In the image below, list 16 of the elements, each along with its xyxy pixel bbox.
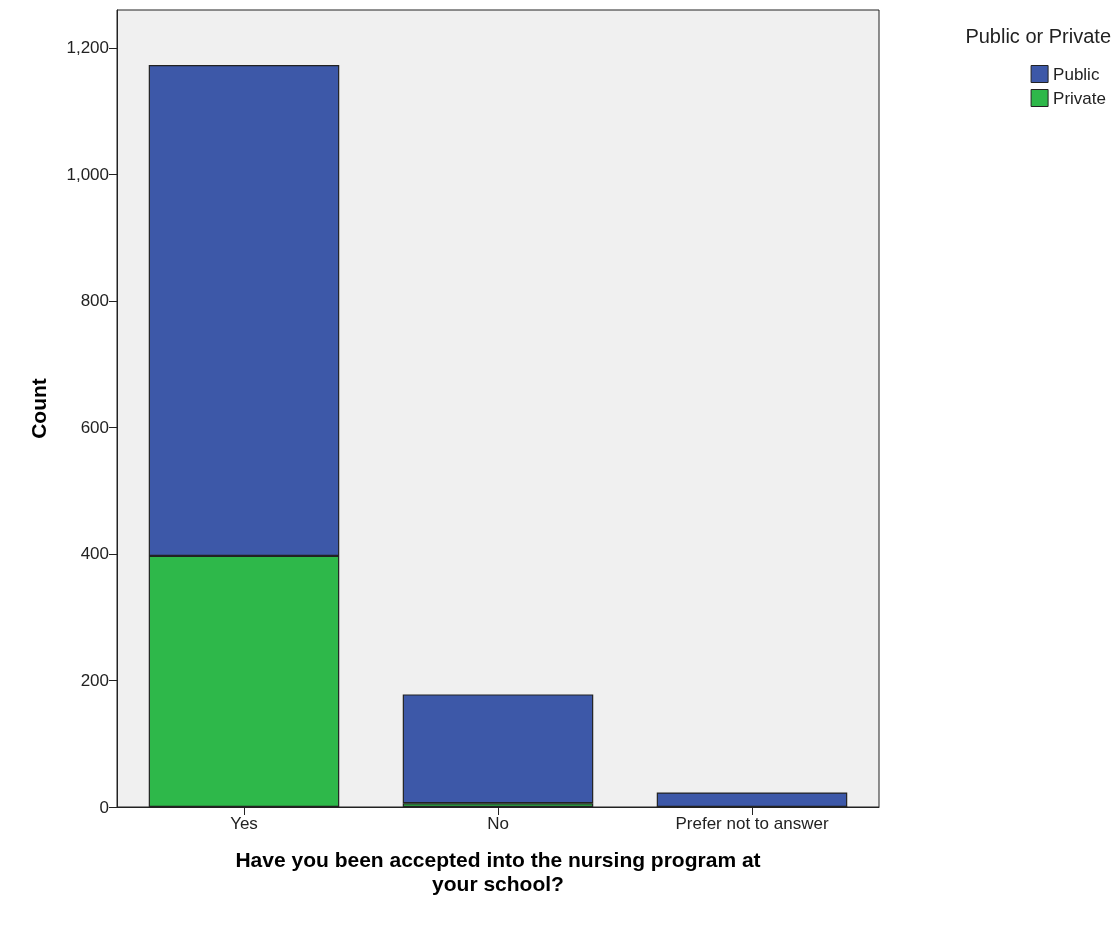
y-tick-label: 400 xyxy=(80,544,109,564)
legend-title: Public or Private xyxy=(965,25,1112,47)
y-tick-label: 1,000 xyxy=(66,164,109,184)
y-tick-label: 0 xyxy=(99,797,109,817)
legend-label: Private xyxy=(1053,88,1107,108)
y-tick-label: 600 xyxy=(80,417,109,437)
x-tick-label: Prefer not to answer xyxy=(675,814,829,833)
y-tick-label: 1,200 xyxy=(66,38,109,58)
x-axis-title: Have you been accepted into the nursing program at your school? xyxy=(235,847,761,895)
y-axis-title: Count xyxy=(27,378,50,439)
y-tick-label: 200 xyxy=(80,670,109,690)
y-tick-label: 800 xyxy=(80,291,109,311)
x-tick-label: Yes xyxy=(230,814,258,833)
legend-label: Public xyxy=(1053,64,1100,84)
x-tick-label: No xyxy=(487,814,509,833)
bar xyxy=(402,694,594,804)
